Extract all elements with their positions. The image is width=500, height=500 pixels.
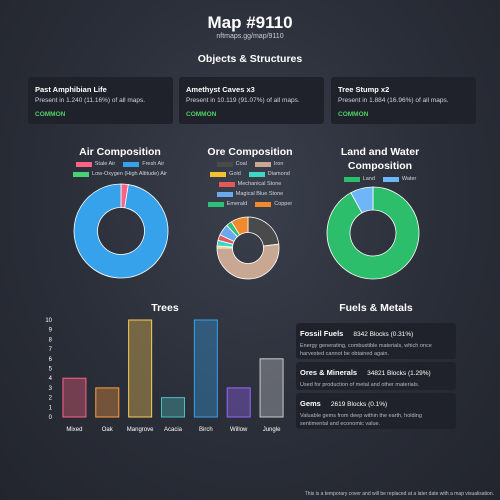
fuel-card: Gems 2619 Blocks (0.1%) Valuable gems fro…	[296, 393, 456, 429]
object-name: Past Amphibian Life	[35, 85, 107, 94]
y-tick-label: 10	[45, 318, 52, 324]
x-tick-label: Willow	[230, 427, 248, 433]
map-url[interactable]: nftmaps.gg/map/9110	[216, 33, 284, 40]
x-tick-label: Acacia	[164, 427, 183, 433]
legend-item[interactable]: Copper	[255, 201, 292, 207]
x-tick-label: Oak	[102, 427, 114, 433]
footer-note: This is a temporary cover and will be re…	[304, 491, 494, 497]
fuel-card: Fossil Fuels 8342 Blocks (0.31%) Energy g…	[296, 323, 456, 359]
fuel-amount: 34821 Blocks (1.29%)	[367, 370, 431, 377]
legend-item[interactable]: Low-Oxygen (High Altitude) Air	[73, 171, 167, 177]
air-legend: Stale Air Fresh Air Low-Oxygen (High Alt…	[45, 161, 195, 177]
fuel-name: Ores & Minerals	[300, 368, 358, 377]
fuel-card: Ores & Minerals 34821 Blocks (1.29%) Used…	[296, 362, 456, 390]
bar-willow[interactable]	[226, 387, 251, 418]
slice-coal[interactable]	[247, 216, 280, 247]
fuel-amount: 8342 Blocks (0.31%)	[353, 331, 414, 338]
ore-composition-chart	[216, 216, 280, 280]
y-tick-label: 1	[49, 405, 53, 411]
rarity-badge: COMMON	[186, 111, 217, 118]
page-title: Map #9110	[207, 13, 293, 32]
fuel-description: Valuable gems from deep within the earth…	[300, 413, 422, 427]
y-tick-label: 8	[49, 337, 53, 343]
bar-birch[interactable]	[193, 319, 218, 418]
legend-item[interactable]: Iron	[254, 161, 283, 167]
bar-acacia[interactable]	[161, 397, 185, 418]
legend-item[interactable]: Diamond	[248, 171, 290, 177]
fuel-name: Fossil Fuels	[300, 329, 344, 338]
air-composition-chart	[73, 183, 169, 279]
legend-item[interactable]: Magical Blue Stone	[216, 191, 283, 197]
fuel-amount: 2619 Blocks (0.1%)	[330, 401, 388, 408]
slice-fresh-air[interactable]	[73, 183, 169, 279]
object-name: Tree Stump x2	[338, 85, 390, 94]
object-presence: Present in 10.119 (91.07%) of all maps.	[186, 97, 300, 104]
y-tick-label: 6	[49, 357, 53, 363]
object-presence: Present in 1.884 (16.96%) of all maps.	[338, 97, 449, 104]
legend-item[interactable]: Water	[382, 176, 416, 182]
rarity-badge: COMMON	[35, 111, 66, 118]
land-water-chart	[326, 186, 420, 280]
y-tick-label: 0	[49, 415, 53, 421]
slice-copper[interactable]	[230, 216, 249, 236]
fuels-heading: Fuels & Metals	[339, 302, 413, 314]
slice-iron[interactable]	[216, 243, 280, 280]
slice-water[interactable]	[350, 186, 374, 214]
air-heading: Air Composition	[79, 146, 161, 158]
x-tick-label: Jungle	[263, 427, 281, 433]
object-card: Amethyst Caves x3 Present in 10.119 (91.…	[179, 77, 324, 124]
object-presence: Present in 1.240 (11.16%) of all maps.	[35, 97, 146, 104]
fuel-description: Used for production of metal and other m…	[300, 382, 420, 388]
y-tick-label: 5	[49, 367, 53, 373]
x-tick-label: Mixed	[66, 427, 82, 433]
bar-mangrove[interactable]	[128, 319, 153, 418]
object-card: Past Amphibian Life Present in 1.240 (11…	[28, 77, 173, 124]
fuel-description: Energy generating, combustible materials…	[300, 343, 432, 357]
y-tick-label: 7	[49, 347, 53, 353]
object-card: Tree Stump x2 Present in 1.884 (16.96%) …	[331, 77, 476, 124]
legend-item[interactable]: Emerald	[207, 201, 247, 207]
objects-heading: Objects & Structures	[197, 53, 303, 65]
x-tick-label: Mangrove	[127, 427, 154, 433]
legend-item[interactable]: Land	[343, 176, 375, 182]
trees-bar-chart: 0 1 2 3 4 5 6 7 8 9 10 Mixed Oak Mangrove Acacia Birch W…	[45, 318, 284, 433]
land-heading: Land and Water Composition	[340, 146, 420, 172]
y-tick-label: 2	[49, 396, 53, 402]
fuel-name: Gems	[300, 399, 321, 408]
y-tick-label: 3	[49, 386, 53, 392]
bar-mixed[interactable]	[62, 377, 87, 418]
y-tick-label: 4	[49, 376, 53, 382]
legend-item[interactable]: Coal	[216, 161, 247, 167]
x-tick-label: Birch	[199, 427, 213, 433]
bar-jungle[interactable]	[259, 358, 284, 418]
slice-land[interactable]	[326, 186, 420, 280]
legend-item[interactable]: Fresh Air	[123, 161, 164, 167]
rarity-badge: COMMON	[338, 111, 369, 118]
land-legend: Land Water	[305, 176, 455, 182]
bar-oak[interactable]	[95, 387, 120, 418]
trees-heading: Trees	[151, 302, 179, 314]
y-tick-label: 9	[49, 328, 53, 334]
ore-heading: Ore Composition	[207, 146, 293, 158]
object-name: Amethyst Caves x3	[186, 85, 255, 94]
legend-item[interactable]: Gold	[210, 171, 241, 177]
legend-item[interactable]: Mechanical Stone	[218, 181, 281, 187]
ore-legend: Coal Iron Gold Diamond Mechanical Stone …	[195, 161, 305, 207]
legend-item[interactable]: Stale Air	[75, 161, 115, 167]
